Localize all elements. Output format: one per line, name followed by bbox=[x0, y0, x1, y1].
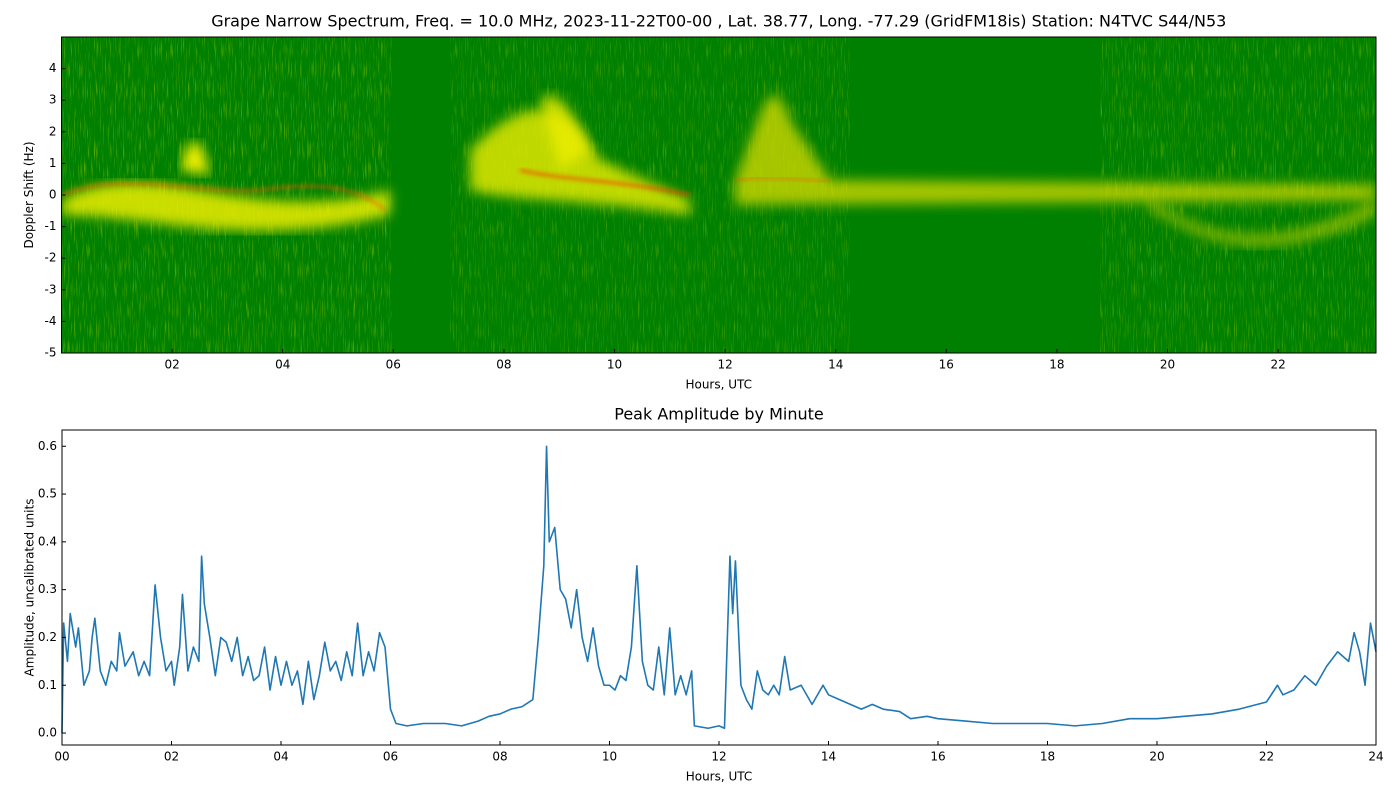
amplitude-line bbox=[61, 445, 1377, 734]
y-tick-label: 0.6 bbox=[38, 439, 57, 453]
x-tick-label: 02 bbox=[164, 358, 179, 372]
y-tick-label: 1 bbox=[49, 156, 57, 170]
x-tick-label: 08 bbox=[496, 358, 511, 372]
x-tick-label: 24 bbox=[1368, 750, 1383, 764]
y-tick-label: -1 bbox=[45, 219, 57, 233]
y-tick-label: 0.2 bbox=[38, 630, 57, 644]
x-tick-label: 22 bbox=[1270, 358, 1285, 372]
x-tick-label: 00 bbox=[54, 750, 69, 764]
x-tick-label: 14 bbox=[821, 750, 836, 764]
x-tick-label: 16 bbox=[939, 358, 954, 372]
chart-title: Peak Amplitude by Minute bbox=[614, 405, 824, 424]
x-tick-label: 16 bbox=[930, 750, 945, 764]
y-tick-label: 0.1 bbox=[38, 678, 57, 692]
x-tick-label: 18 bbox=[1040, 750, 1055, 764]
x-tick-label: 10 bbox=[602, 750, 617, 764]
x-axis-label: Hours, UTC bbox=[686, 770, 753, 784]
x-tick-label: 18 bbox=[1049, 358, 1064, 372]
y-axis-label: Doppler Shift (Hz) bbox=[22, 141, 36, 248]
x-tick-label: 12 bbox=[711, 750, 726, 764]
y-tick-label: 2 bbox=[49, 124, 57, 138]
chart-title: Grape Narrow Spectrum, Freq. = 10.0 MHz,… bbox=[211, 12, 1226, 31]
y-tick-label: -4 bbox=[45, 314, 57, 328]
y-tick-label: 0.0 bbox=[38, 726, 57, 740]
plot-frame bbox=[61, 429, 1377, 746]
x-tick-label: 02 bbox=[164, 750, 179, 764]
y-tick-label: -2 bbox=[45, 251, 57, 265]
x-tick-label: 06 bbox=[386, 358, 401, 372]
y-axis-label: Amplitude, uncalibrated units bbox=[23, 499, 37, 677]
x-tick-label: 12 bbox=[717, 358, 732, 372]
x-tick-label: 20 bbox=[1160, 358, 1175, 372]
y-tick-label: 0 bbox=[49, 188, 57, 202]
x-tick-label: 10 bbox=[607, 358, 622, 372]
y-tick-label: 4 bbox=[49, 61, 57, 75]
x-tick-label: 14 bbox=[828, 358, 843, 372]
y-tick-label: 0.4 bbox=[38, 534, 57, 548]
x-axis-label: Hours, UTC bbox=[685, 378, 752, 392]
y-tick-label: -3 bbox=[45, 282, 57, 296]
y-tick-label: -5 bbox=[45, 346, 57, 360]
spectrogram-image bbox=[61, 37, 1376, 353]
y-tick-label: 0.5 bbox=[38, 487, 57, 501]
x-tick-label: 22 bbox=[1259, 750, 1274, 764]
y-tick-label: 3 bbox=[49, 93, 57, 107]
y-tick-label: 0.3 bbox=[38, 582, 57, 596]
x-tick-label: 06 bbox=[383, 750, 398, 764]
x-tick-label: 04 bbox=[273, 750, 288, 764]
x-tick-label: 20 bbox=[1149, 750, 1164, 764]
x-tick-label: 08 bbox=[492, 750, 507, 764]
x-tick-label: 04 bbox=[275, 358, 290, 372]
